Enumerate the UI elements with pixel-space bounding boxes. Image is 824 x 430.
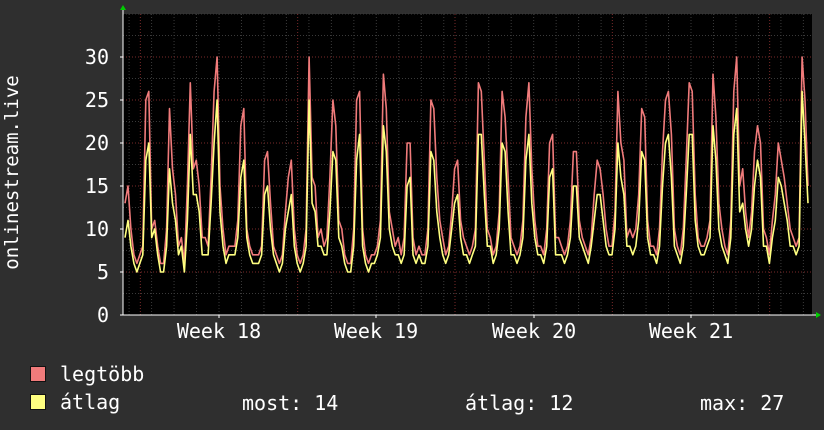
chart-svg: 0 5 10 15 20 25 30 Week 18 Week 19 Week 20 Week 21…	[1, 5, 821, 343]
series-line-max	[124, 56, 809, 265]
y-tick-label: 10	[85, 217, 109, 241]
x-axis-arrow-icon	[816, 312, 821, 318]
y-tick-label: 5	[97, 260, 109, 284]
plot-area: 0 5 10 15 20 25 30 Week 18 Week 19 Week 20 Week 21…	[1, 5, 821, 343]
stat-max-label: max:	[700, 391, 749, 415]
legend-label-max: legtöbb	[60, 362, 145, 386]
y-axis-title: onlinestream.live	[1, 75, 23, 269]
y-tick-label: 15	[85, 174, 109, 198]
stat-max-value: 27	[760, 391, 785, 415]
stat-now: most: 14	[242, 391, 338, 415]
stat-now-label: most:	[242, 391, 303, 415]
x-tick-label: Week 21	[649, 319, 733, 343]
y-axis-arrow-icon	[120, 5, 126, 10]
stat-avg-label: átlag:	[465, 391, 538, 415]
legend-label-avg: átlag	[60, 390, 121, 414]
stat-avg-value: 12	[549, 391, 574, 415]
stat-now-value: 14	[314, 391, 339, 415]
x-tick-label: Week 18	[177, 319, 261, 343]
series-line-avg	[124, 90, 809, 273]
legend-item-avg: átlag	[30, 390, 121, 414]
y-tick-label: 0	[97, 303, 109, 327]
y-tick-label: 30	[85, 45, 109, 69]
legend-swatch-max	[30, 366, 46, 382]
x-tick-label: Week 20	[492, 319, 576, 343]
stat-max: max: 27	[700, 391, 784, 415]
legend-item-max: legtöbb	[30, 362, 145, 386]
y-tick-label: 25	[85, 88, 109, 112]
stat-avg: átlag: 12	[465, 391, 573, 415]
legend-swatch-avg	[30, 394, 46, 410]
y-tick-label: 20	[85, 131, 109, 155]
x-tick-label: Week 19	[334, 319, 418, 343]
